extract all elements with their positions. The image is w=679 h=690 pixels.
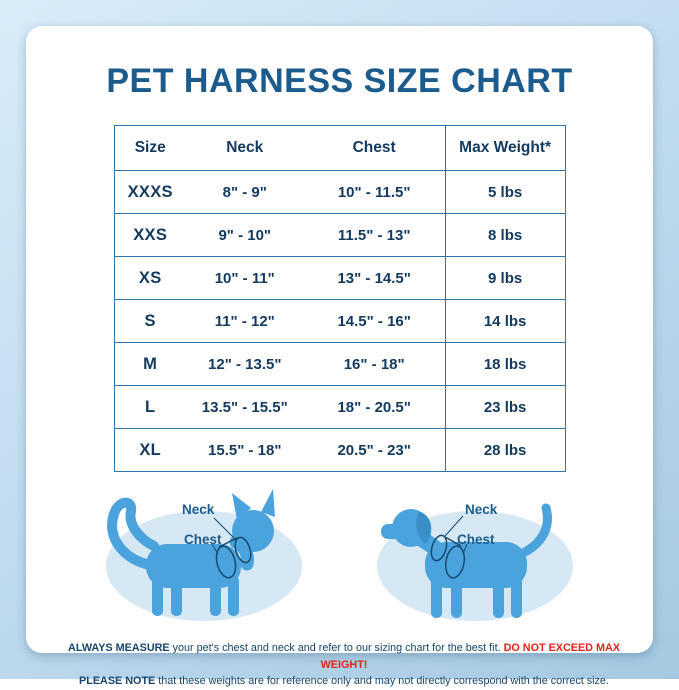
cat-neck-label: Neck — [182, 502, 215, 517]
table-header-row: Size Neck Chest Max Weight* — [114, 125, 565, 171]
table-row: M 12" - 13.5" 16" - 18" 18 lbs — [114, 342, 565, 386]
dog-chest-label: Chest — [457, 532, 495, 547]
cell-weight: 23 lbs — [444, 385, 565, 429]
cell-neck: 13.5" - 15.5" — [201, 398, 288, 416]
column-header-chest: Chest — [352, 139, 396, 156]
size-chart-table: Size Neck Chest Max Weight* XXXS 8" - 9"… — [113, 125, 566, 472]
cell-chest: 18" - 20.5" — [337, 398, 411, 416]
cell-size: XXS — [133, 225, 168, 244]
cell-size: XL — [139, 440, 162, 459]
disclaimer-text: ALWAYS MEASURE your pet's chest and neck… — [64, 640, 624, 690]
column-header-size: Size — [134, 139, 166, 156]
cell-weight: 18 lbs — [444, 342, 565, 386]
disclaimer-warning: DO NOT EXCEED MAX WEIGHT! — [320, 642, 620, 671]
cell-weight: 5 lbs — [444, 170, 565, 214]
cell-weight: 9 lbs — [444, 256, 565, 300]
cat-chest-label: Chest — [184, 532, 222, 547]
cell-neck: 10" - 11" — [214, 269, 275, 287]
cell-size: XS — [138, 268, 162, 287]
cell-chest: 14.5" - 16" — [337, 312, 411, 330]
cell-size: XXXS — [127, 182, 173, 201]
cell-weight: 14 lbs — [444, 299, 565, 343]
cell-size: L — [145, 397, 156, 416]
table-row: XL 15.5" - 18" 20.5" - 23" 28 lbs — [114, 428, 565, 472]
cat-silhouette-icon — [106, 489, 302, 621]
measurement-diagrams: Neck Chest — [64, 482, 615, 632]
dog-silhouette-icon — [377, 503, 573, 621]
table-row: S 11" - 12" 14.5" - 16" 14 lbs — [114, 299, 565, 343]
disclaimer-line1: your pet's chest and neck and refer to o… — [169, 642, 504, 654]
disclaimer-always-measure: ALWAYS MEASURE — [68, 642, 170, 654]
cell-chest: 11.5" - 13" — [337, 226, 411, 244]
harness-outline — [430, 515, 468, 579]
cat-silhouette — [107, 489, 275, 616]
cell-chest: 16" - 18" — [343, 355, 405, 373]
disclaimer-line2: that these weights are for reference onl… — [155, 675, 609, 688]
table-row: XS 10" - 11" 13" - 14.5" 9 lbs — [114, 256, 565, 300]
table-row: L 13.5" - 15.5" 18" - 20.5" 23 lbs — [114, 385, 565, 429]
harness-outline — [211, 517, 252, 579]
dog-illustration: Neck Chest — [353, 482, 593, 632]
cat-illustration: Neck Chest — [86, 482, 326, 632]
cell-neck: 9" - 10" — [218, 226, 272, 244]
column-header-max-weight: Max Weight* — [444, 125, 565, 171]
cell-size: M — [143, 354, 158, 373]
disclaimer-please-note: PLEASE NOTE — [79, 675, 156, 688]
cell-weight: 8 lbs — [444, 213, 565, 257]
cell-chest: 20.5" - 23" — [337, 441, 411, 459]
cell-weight: 28 lbs — [444, 428, 565, 472]
table-row: XXXS 8" - 9" 10" - 11.5" 5 lbs — [114, 170, 565, 214]
size-chart-card: PET HARNESS SIZE CHART Size Neck Chest M… — [26, 26, 653, 687]
dog-neck-label: Neck — [465, 502, 498, 517]
cell-neck: 8" - 9" — [222, 183, 267, 201]
cell-neck: 11" - 12" — [214, 312, 275, 330]
table-row: XXS 9" - 10" 11.5" - 13" 8 lbs — [114, 213, 565, 257]
cell-neck: 12" - 13.5" — [208, 355, 282, 373]
page-title: PET HARNESS SIZE CHART — [106, 62, 573, 100]
column-header-neck: Neck — [226, 139, 264, 156]
cell-size: S — [144, 311, 156, 330]
cell-chest: 13" - 14.5" — [337, 269, 411, 287]
cell-chest: 10" - 11.5" — [337, 183, 411, 201]
cell-neck: 15.5" - 18" — [208, 441, 282, 459]
